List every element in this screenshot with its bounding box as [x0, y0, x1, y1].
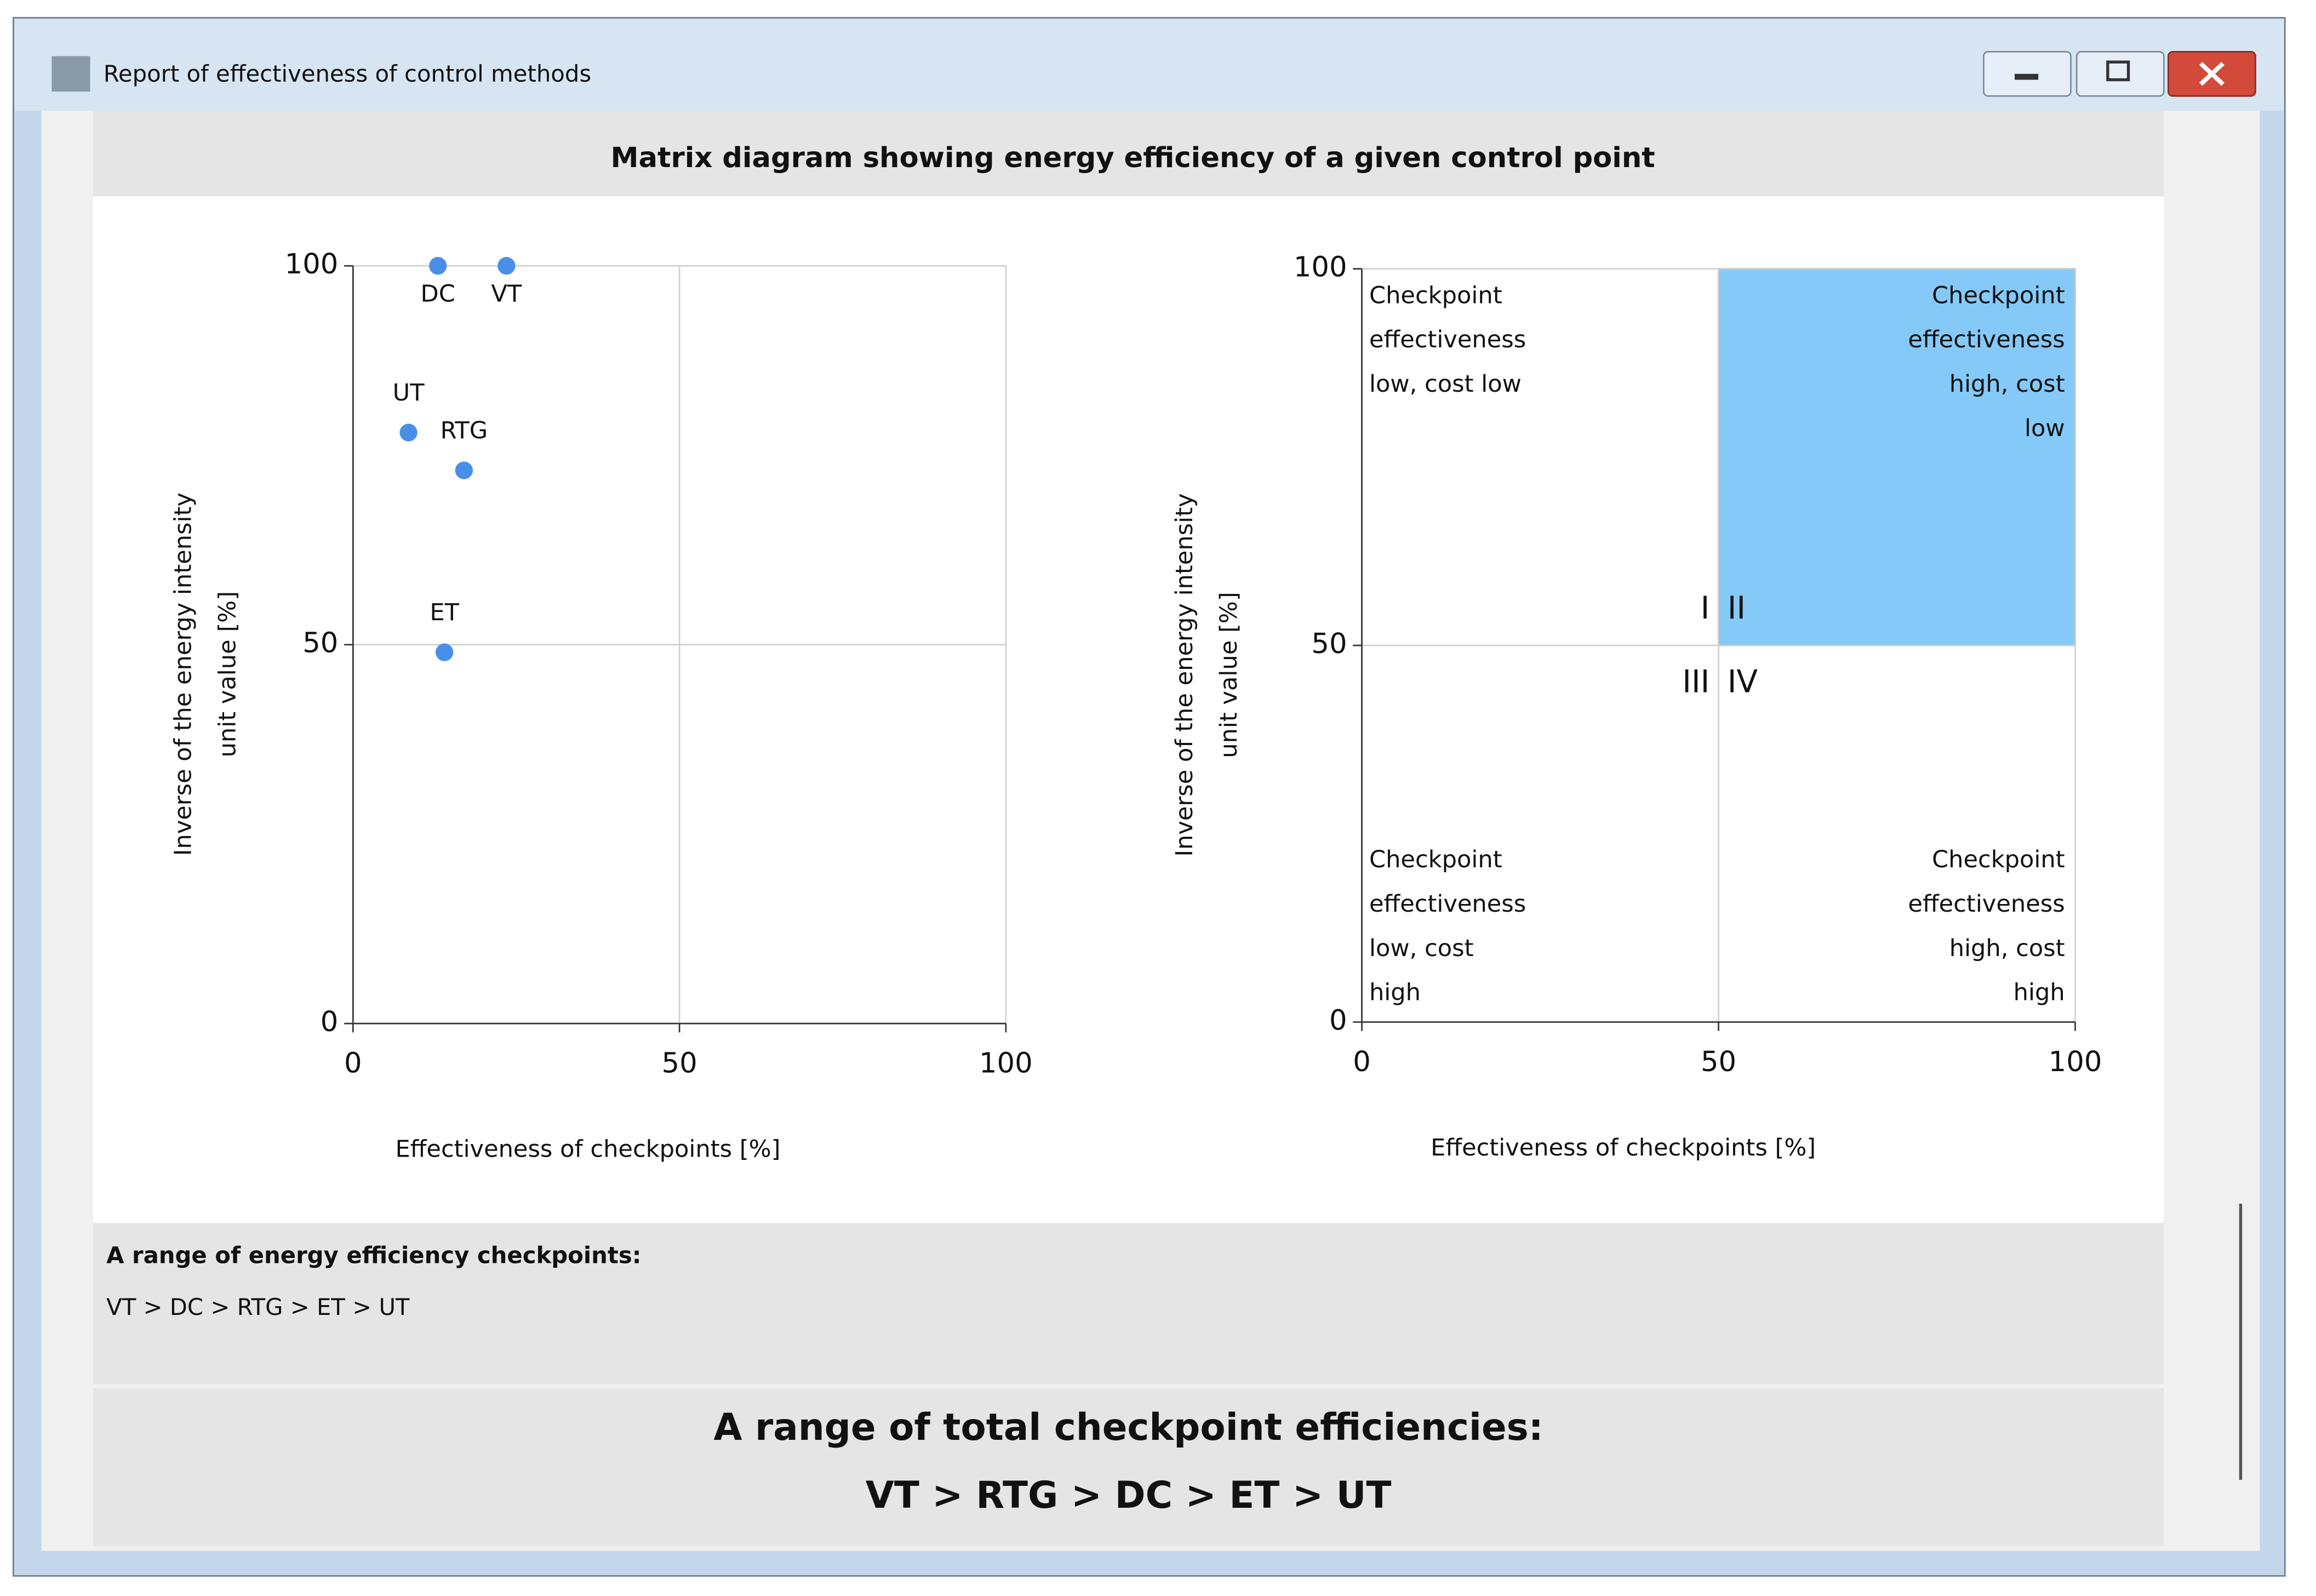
point-label: ET [430, 599, 459, 626]
x-tick-label: 50 [662, 1047, 697, 1080]
x-axis-label: Effectiveness of checkpoints [%] [1431, 1134, 1816, 1162]
x-tick-label: 50 [1701, 1045, 1736, 1078]
window-title: Report of effectiveness of control metho… [104, 60, 591, 87]
quadrant-text: effectiveness [1908, 890, 2065, 918]
data-point [399, 424, 418, 442]
quadrant-text: high [1369, 979, 1421, 1006]
y-tick-label: 0 [321, 1005, 339, 1038]
y-axis-label: Inverse of the energy intensity [1171, 493, 1198, 856]
footer-title: A range of energy efficiency checkpoints… [106, 1242, 641, 1269]
maximize-icon [2106, 60, 2130, 82]
quadrant-text: Checkpoint [1932, 282, 2065, 309]
quadrant-text: low [2025, 415, 2065, 442]
quadrant-text: effectiveness [1908, 326, 2065, 353]
summary-ranking: VT > RTG > DC > ET > UT [866, 1473, 1392, 1517]
point-label: VT [491, 281, 522, 308]
header-title: Matrix diagram showing energy efficiency… [611, 141, 1655, 174]
x-tick-label: 100 [979, 1047, 1033, 1080]
footer-ranking: VT > DC > RTG > ET > UT [106, 1294, 410, 1320]
y-tick-label: 50 [1311, 627, 1347, 660]
quadrant-text: low, cost [1369, 935, 1474, 962]
y-tick-label: 100 [1294, 251, 1347, 284]
quadrant-numeral: I [1701, 590, 1710, 626]
y-tick-label: 100 [285, 248, 339, 281]
x-tick-label: 100 [2049, 1045, 2102, 1078]
quadrant-text: Checkpoint [1369, 846, 1502, 873]
quadrant-numeral: II [1728, 590, 1746, 626]
point-label: DC [421, 281, 455, 308]
app-icon [52, 56, 90, 92]
quadrant-text: Checkpoint [1932, 846, 2065, 873]
quadrant-text: effectiveness [1369, 326, 1526, 353]
summary-panel [93, 1388, 2164, 1547]
quadrant-text: high, cost [1949, 935, 2065, 962]
minimize-icon [2015, 73, 2039, 80]
y-axis-label: unit value [%] [214, 591, 241, 757]
quadrant-text: high, cost [1949, 370, 2065, 398]
maximize-button[interactable] [2075, 51, 2165, 97]
quadrant-text: low, cost low [1369, 370, 1522, 398]
point-label: UT [393, 379, 425, 407]
quadrant-text: high [2014, 979, 2065, 1006]
quadrant-text: effectiveness [1369, 890, 1526, 918]
data-point [435, 643, 454, 661]
data-point [455, 461, 473, 479]
x-axis-label: Effectiveness of checkpoints [%] [395, 1135, 780, 1163]
title-bar [15, 19, 2284, 111]
quadrant-numeral: IV [1728, 664, 1758, 700]
y-tick-label: 0 [1329, 1004, 1347, 1037]
y-axis-label: Inverse of the energy intensity [170, 493, 197, 856]
x-tick-label: 0 [1353, 1045, 1371, 1078]
y-axis-label: unit value [%] [1215, 592, 1243, 758]
x-tick-label: 0 [344, 1047, 362, 1080]
close-icon [2199, 61, 2224, 86]
header-panel [93, 111, 2164, 197]
quadrant-numeral: III [1682, 664, 1709, 700]
quadrant-text: Checkpoint [1369, 282, 1502, 309]
y-tick-label: 50 [302, 627, 338, 660]
point-label: RTG [441, 417, 488, 444]
summary-title: A range of total checkpoint efficiencies… [713, 1405, 1543, 1449]
data-point [429, 257, 447, 275]
footer-panel [93, 1223, 2164, 1384]
quadrant-highlight [1718, 268, 2076, 647]
data-point [497, 257, 516, 275]
